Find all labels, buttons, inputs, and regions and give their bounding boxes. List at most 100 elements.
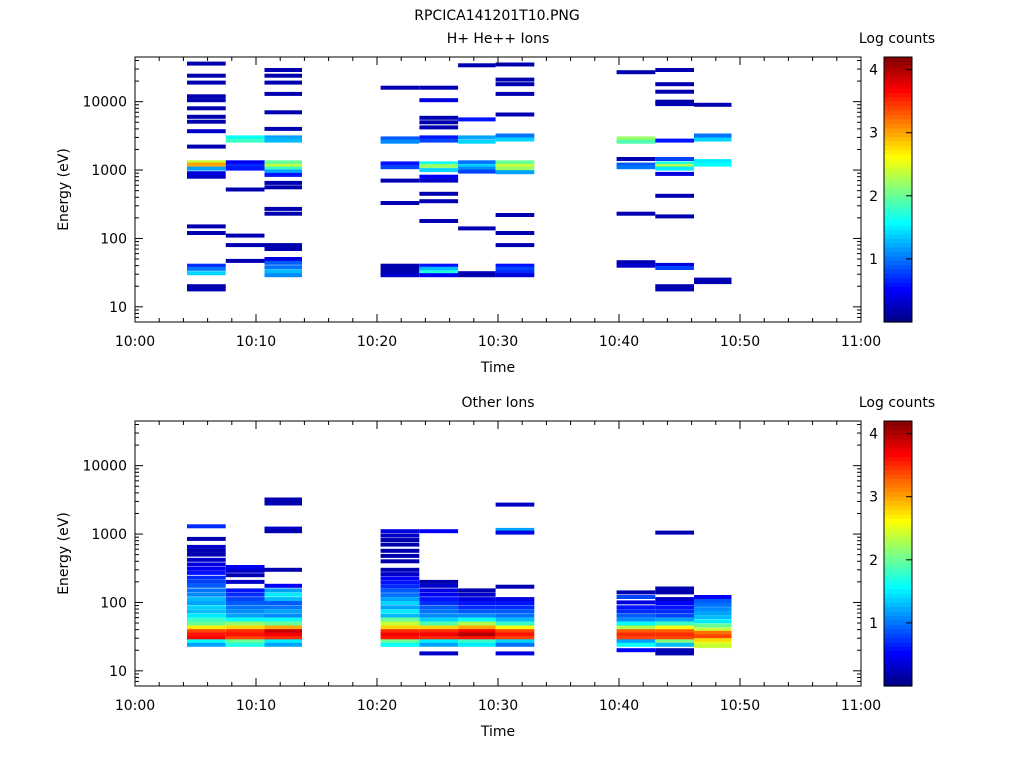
colorbar-swatch <box>884 299 912 305</box>
y-tick-label: 10 <box>109 300 127 316</box>
heatmap-cell <box>419 115 459 120</box>
heatmap-cell <box>380 165 420 170</box>
heatmap-cell <box>264 166 302 171</box>
heatmap-cell <box>419 639 459 644</box>
heatmap-cell <box>419 135 459 140</box>
heatmap-cell <box>419 270 459 275</box>
colorbar-swatch <box>884 114 912 120</box>
colorbar-swatch <box>884 593 912 599</box>
heatmap-cell <box>264 185 302 190</box>
heatmap-cell <box>458 588 496 593</box>
heatmap-cell <box>380 533 420 538</box>
heatmap-cell <box>225 629 265 634</box>
y-axis-label: Energy (eV) <box>56 148 72 231</box>
colorbar-swatch <box>884 140 912 146</box>
heatmap-cell <box>419 219 459 223</box>
colorbar-swatch <box>884 513 912 519</box>
colorbar-swatch <box>884 580 912 586</box>
heatmap-cell <box>187 636 226 641</box>
heatmap-cell <box>225 258 265 263</box>
heatmap-cell <box>495 629 535 634</box>
heatmap-cell <box>495 605 535 610</box>
colorbar-swatch <box>884 242 912 248</box>
y-axis: 10 100 1000 10000 <box>82 423 861 687</box>
heatmap-cell <box>655 639 694 644</box>
heatmap-cell <box>616 621 656 626</box>
heatmap-cell <box>458 169 496 174</box>
heatmap-cell <box>616 605 656 610</box>
y-tick-label: 10 <box>109 664 127 680</box>
colorbar-swatch <box>884 167 912 173</box>
heatmap-cell <box>225 243 265 248</box>
heatmap-cell <box>495 632 535 637</box>
heatmap-cell <box>264 91 302 96</box>
colorbar-swatch <box>884 180 912 186</box>
heatmap-cell <box>495 133 535 138</box>
heatmap-cell <box>495 597 535 602</box>
heatmap-cell <box>495 163 535 168</box>
heatmap-cell <box>616 165 656 170</box>
heatmap-cell <box>187 129 226 134</box>
colorbar-swatch <box>884 198 912 204</box>
y-axis-label: Energy (eV) <box>56 512 72 595</box>
heatmap-cell <box>495 617 535 622</box>
heatmap-cell <box>225 601 265 605</box>
heatmap-cell <box>264 206 302 211</box>
colorbar-swatch <box>884 646 912 652</box>
heatmap-cell <box>458 160 496 165</box>
heatmap-cell <box>419 529 459 534</box>
colorbar-swatch <box>884 447 912 453</box>
heatmap-cell <box>419 613 459 618</box>
heatmap-cell <box>616 617 656 622</box>
heatmap-cell <box>495 273 535 278</box>
heatmap-cell <box>187 639 226 644</box>
heatmap-cell <box>655 621 694 626</box>
y-tick-label: 100 <box>100 595 127 611</box>
colorbar-swatch <box>884 451 912 457</box>
colorbar-swatch <box>884 584 912 590</box>
heatmap-cell <box>616 625 656 630</box>
heatmap-cell <box>495 642 535 647</box>
heatmap-cell <box>419 120 459 125</box>
colorbar-swatch <box>884 677 912 683</box>
colorbar-swatch <box>884 509 912 515</box>
heatmap-cell <box>694 599 732 603</box>
heatmap-cell <box>187 524 226 529</box>
colorbar-swatch <box>884 246 912 252</box>
heatmap-cell <box>419 98 459 103</box>
heatmap-cell <box>264 110 302 115</box>
heatmap-cell <box>419 592 459 597</box>
colorbar-swatch <box>884 469 912 475</box>
heatmap-cell <box>655 171 694 176</box>
heatmap-cell <box>380 139 420 144</box>
colorbar-frame <box>883 420 913 687</box>
heatmap-cell <box>187 601 226 605</box>
heatmap-cell <box>655 605 694 610</box>
colorbar-swatch <box>884 615 912 621</box>
colorbar-swatch <box>884 282 912 288</box>
heatmap-cell <box>495 651 535 656</box>
heatmap-cell <box>187 174 226 179</box>
colorbar-swatch <box>884 145 912 151</box>
x-axis-label: Time <box>480 360 515 376</box>
heatmap-cell <box>380 580 420 585</box>
colorbar-swatch <box>884 504 912 510</box>
colorbar-swatch <box>884 154 912 160</box>
heatmap-cell <box>655 68 694 72</box>
colorbar-swatch <box>884 655 912 661</box>
colorbar-swatch <box>884 229 912 235</box>
heatmap-cell <box>187 548 226 553</box>
colorbar-swatch <box>884 61 912 67</box>
heatmap-cell <box>187 592 226 597</box>
heatmap-cell <box>187 566 226 571</box>
heatmap-cell <box>616 590 656 595</box>
heatmap-cell <box>187 271 226 276</box>
heatmap-cell <box>380 609 420 614</box>
colorbar-swatch <box>884 571 912 577</box>
colorbar-swatch <box>884 575 912 581</box>
heatmap-cell <box>225 187 265 192</box>
heatmap-cell <box>264 636 302 641</box>
heatmap-cell <box>187 575 226 580</box>
